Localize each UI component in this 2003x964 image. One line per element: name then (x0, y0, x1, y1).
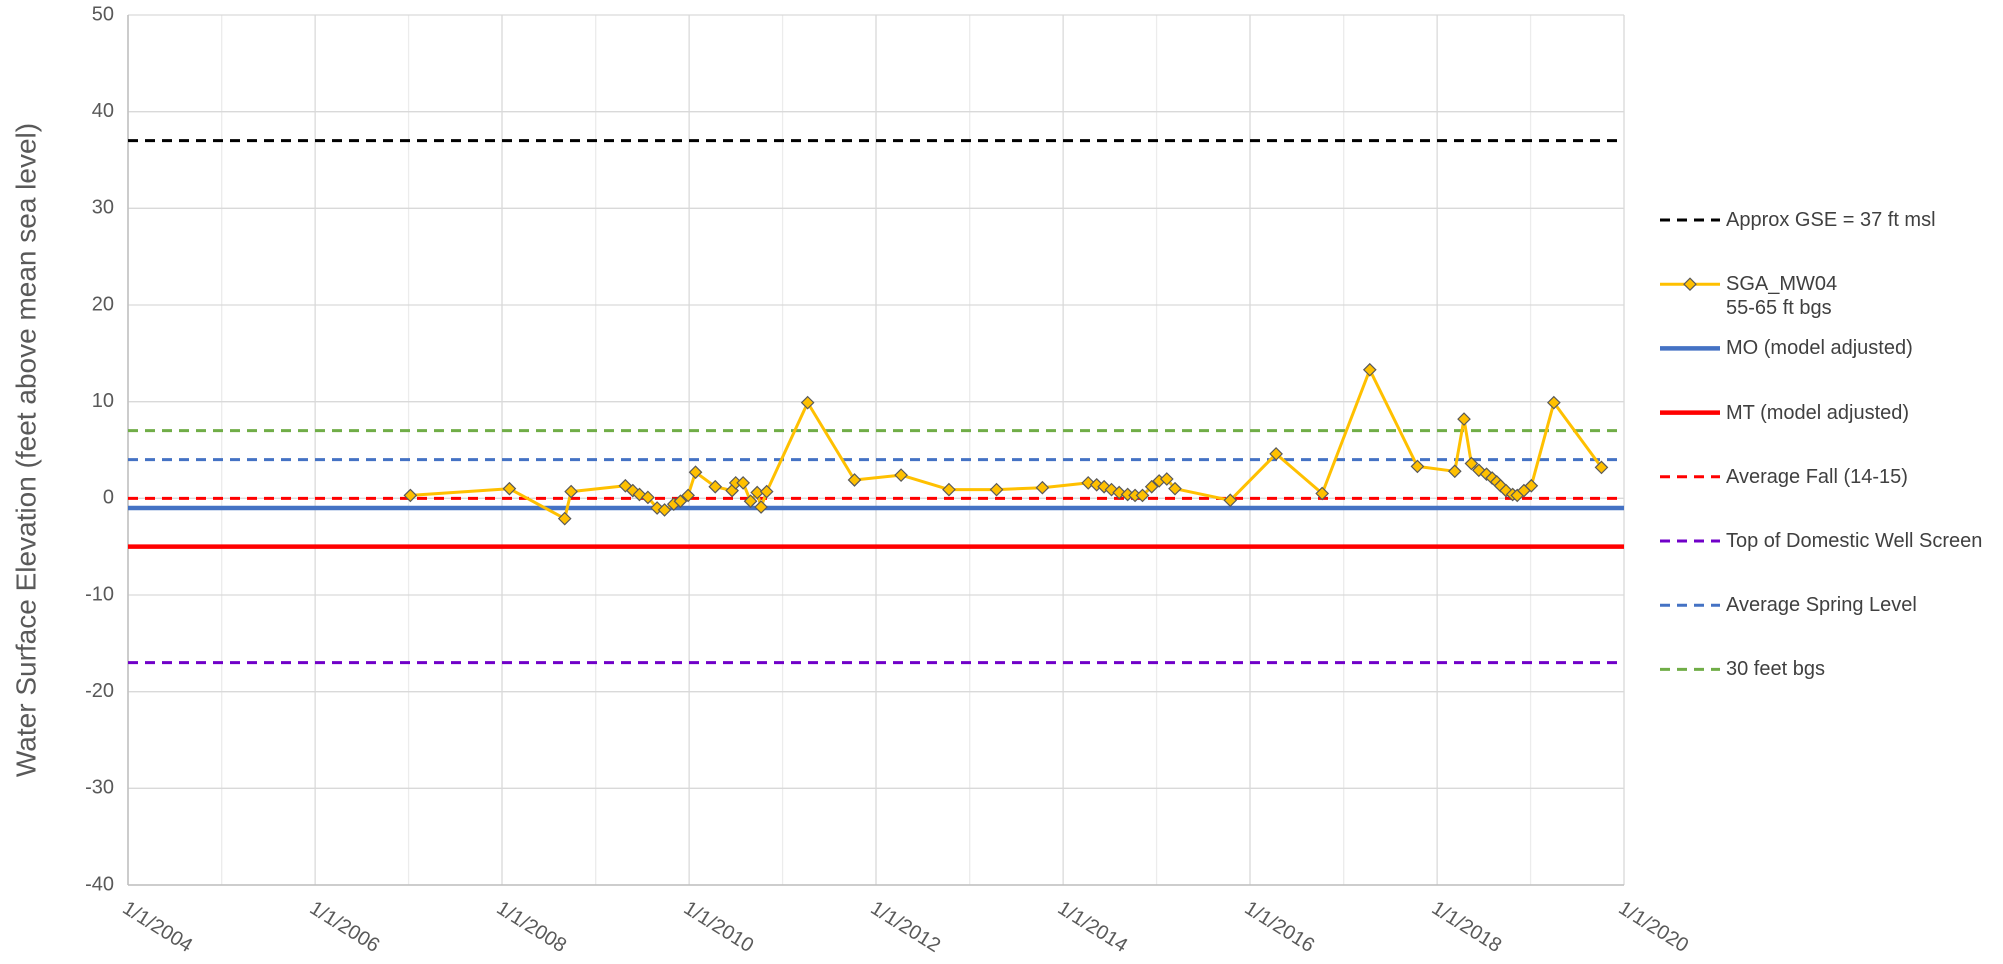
data-point (847, 473, 862, 487)
data-point (1362, 362, 1377, 377)
y-tick-label: 40 (92, 100, 114, 122)
y-tick-label: 30 (92, 197, 114, 219)
y-tick-label: -20 (85, 680, 114, 702)
y-tick-label: -10 (85, 583, 114, 605)
data-point (1159, 472, 1174, 486)
data-point (657, 503, 672, 517)
data-line (410, 368, 1603, 521)
data-point (557, 511, 572, 526)
x-tick-label: 1/1/2006 (306, 897, 384, 957)
y-tick-label: 10 (92, 390, 114, 412)
data-point (641, 490, 655, 505)
x-tick-label: 1/1/2004 (119, 897, 197, 957)
data-point (1524, 478, 1539, 493)
x-tick-label: 1/1/2010 (680, 897, 758, 957)
data-point (894, 468, 908, 482)
legend-label: Top of Domestic Well Screen (1726, 530, 1983, 552)
data-point (1112, 485, 1127, 500)
data-point (754, 500, 768, 514)
data-point (564, 484, 578, 499)
legend-label: MO (model adjusted) (1726, 337, 1913, 360)
data-point (1135, 488, 1150, 503)
data-point (1269, 447, 1283, 461)
legend-label: Approx GSE = 37 ft msl (1726, 209, 1936, 231)
legend-label: Average Spring Level (1726, 594, 1917, 617)
data-point (942, 482, 956, 497)
legend-label: Average Fall (14-15) (1726, 465, 1908, 488)
data-point (1223, 493, 1238, 508)
data-point (502, 481, 517, 496)
data-point (1447, 464, 1462, 479)
data-point (403, 488, 418, 503)
y-tick-label: 20 (92, 293, 114, 315)
x-tick-label: 1/1/2018 (1428, 897, 1506, 957)
data-point (1315, 486, 1330, 501)
data-point (681, 488, 695, 503)
data-point (1594, 460, 1609, 475)
data-point (632, 487, 647, 502)
y-axis-title: Water Surface Elevation (feet above mean… (10, 123, 41, 777)
y-tick-label: 50 (92, 3, 114, 25)
data-point (1035, 480, 1050, 495)
x-tick-label: 1/1/2008 (493, 897, 571, 957)
legend-label: MT (model adjusted) (1726, 401, 1910, 424)
legend-marker (1683, 277, 1697, 292)
data-point (736, 476, 750, 490)
legend-label: 30 feet bgs (1726, 658, 1825, 681)
data-point (1097, 479, 1111, 494)
data-point (708, 479, 723, 494)
data-point (743, 494, 758, 509)
y-tick-label: -40 (85, 873, 114, 895)
data-point (1464, 456, 1479, 471)
x-tick-label: 1/1/2014 (1054, 897, 1132, 957)
data-point (1499, 483, 1513, 498)
data-point (1144, 479, 1159, 494)
data-point (759, 484, 774, 499)
x-tick-label: 1/1/2020 (1615, 897, 1693, 957)
data-point (673, 494, 688, 509)
legend-label: SGA_MW04 55-65 ft bgs (1726, 273, 1838, 320)
data-point (800, 395, 815, 410)
data-point (618, 478, 633, 493)
y-tick-label: 0 (103, 487, 114, 509)
data-point (1168, 481, 1182, 496)
data-point (1457, 412, 1471, 426)
x-tick-label: 1/1/2012 (867, 897, 945, 957)
x-tick-label: 1/1/2016 (1241, 897, 1319, 957)
data-point (688, 465, 703, 480)
data-point (1410, 459, 1425, 474)
data-point (989, 482, 1004, 497)
data-point (1547, 395, 1561, 410)
y-tick-label: -30 (85, 777, 114, 799)
